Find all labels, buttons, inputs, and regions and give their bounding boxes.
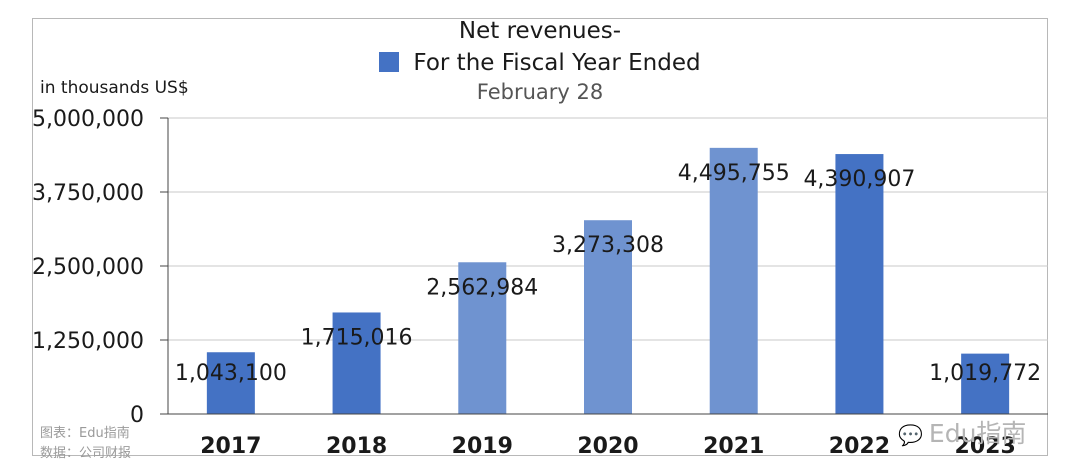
bars xyxy=(206,147,1010,415)
chart-credit: 图表：Edu指南 xyxy=(40,426,130,441)
data-labels: 1,043,100 1,715,016 2,562,984 3,273,308 4,49… xyxy=(175,161,1041,386)
x-tick-label: 2020 xyxy=(577,434,638,459)
y-tick-label: 1,250,000 xyxy=(32,329,144,354)
data-source-credit: 数据：公司财报 xyxy=(40,446,132,461)
bar xyxy=(206,352,255,414)
legend-label: For the Fiscal Year Ended xyxy=(413,50,701,76)
bar xyxy=(458,262,507,414)
legend-swatch xyxy=(379,52,400,72)
data-label: 4,390,907 xyxy=(803,167,915,192)
data-label: 1,043,100 xyxy=(175,361,287,386)
x-tick-label: 2021 xyxy=(703,434,764,459)
x-tick-label: 2017 xyxy=(200,434,261,459)
data-label: 1,715,016 xyxy=(301,325,413,350)
data-label: 1,019,772 xyxy=(929,361,1041,386)
data-label: 4,495,755 xyxy=(678,161,790,186)
bar xyxy=(835,154,884,415)
wechat-watermark-text: Edu指南 xyxy=(928,419,1027,448)
bar xyxy=(584,220,632,414)
y-axis-unit-label: in thousands US$ xyxy=(40,78,189,98)
wechat-icon: 💬 xyxy=(898,423,923,447)
wechat-watermark: 💬 Edu指南 xyxy=(898,414,1026,450)
y-tick-label: 0 xyxy=(130,403,144,428)
axes: 0 1,250,000 2,500,000 3,750,000 5,000,000 201… xyxy=(32,107,1048,459)
chart-title: Net revenues- xyxy=(458,18,622,44)
chart-frame xyxy=(32,18,1048,456)
bar xyxy=(961,353,1010,414)
x-tick-label: 2022 xyxy=(829,434,890,459)
x-tick-label: 2018 xyxy=(326,434,387,459)
chart-subtitle: February 28 xyxy=(476,80,604,104)
legend: For the Fiscal Year Ended xyxy=(0,50,1080,76)
x-tick-label: 2019 xyxy=(452,434,513,459)
bar xyxy=(332,312,381,414)
y-tick-label: 2,500,000 xyxy=(32,255,144,280)
bar xyxy=(709,147,758,414)
y-tick-label: 5,000,000 xyxy=(32,107,144,132)
x-tick-label: 2023 xyxy=(955,434,1016,459)
data-label: 3,273,308 xyxy=(552,233,664,258)
data-label: 2,562,984 xyxy=(426,275,538,300)
y-tick-label: 3,750,000 xyxy=(32,181,144,206)
